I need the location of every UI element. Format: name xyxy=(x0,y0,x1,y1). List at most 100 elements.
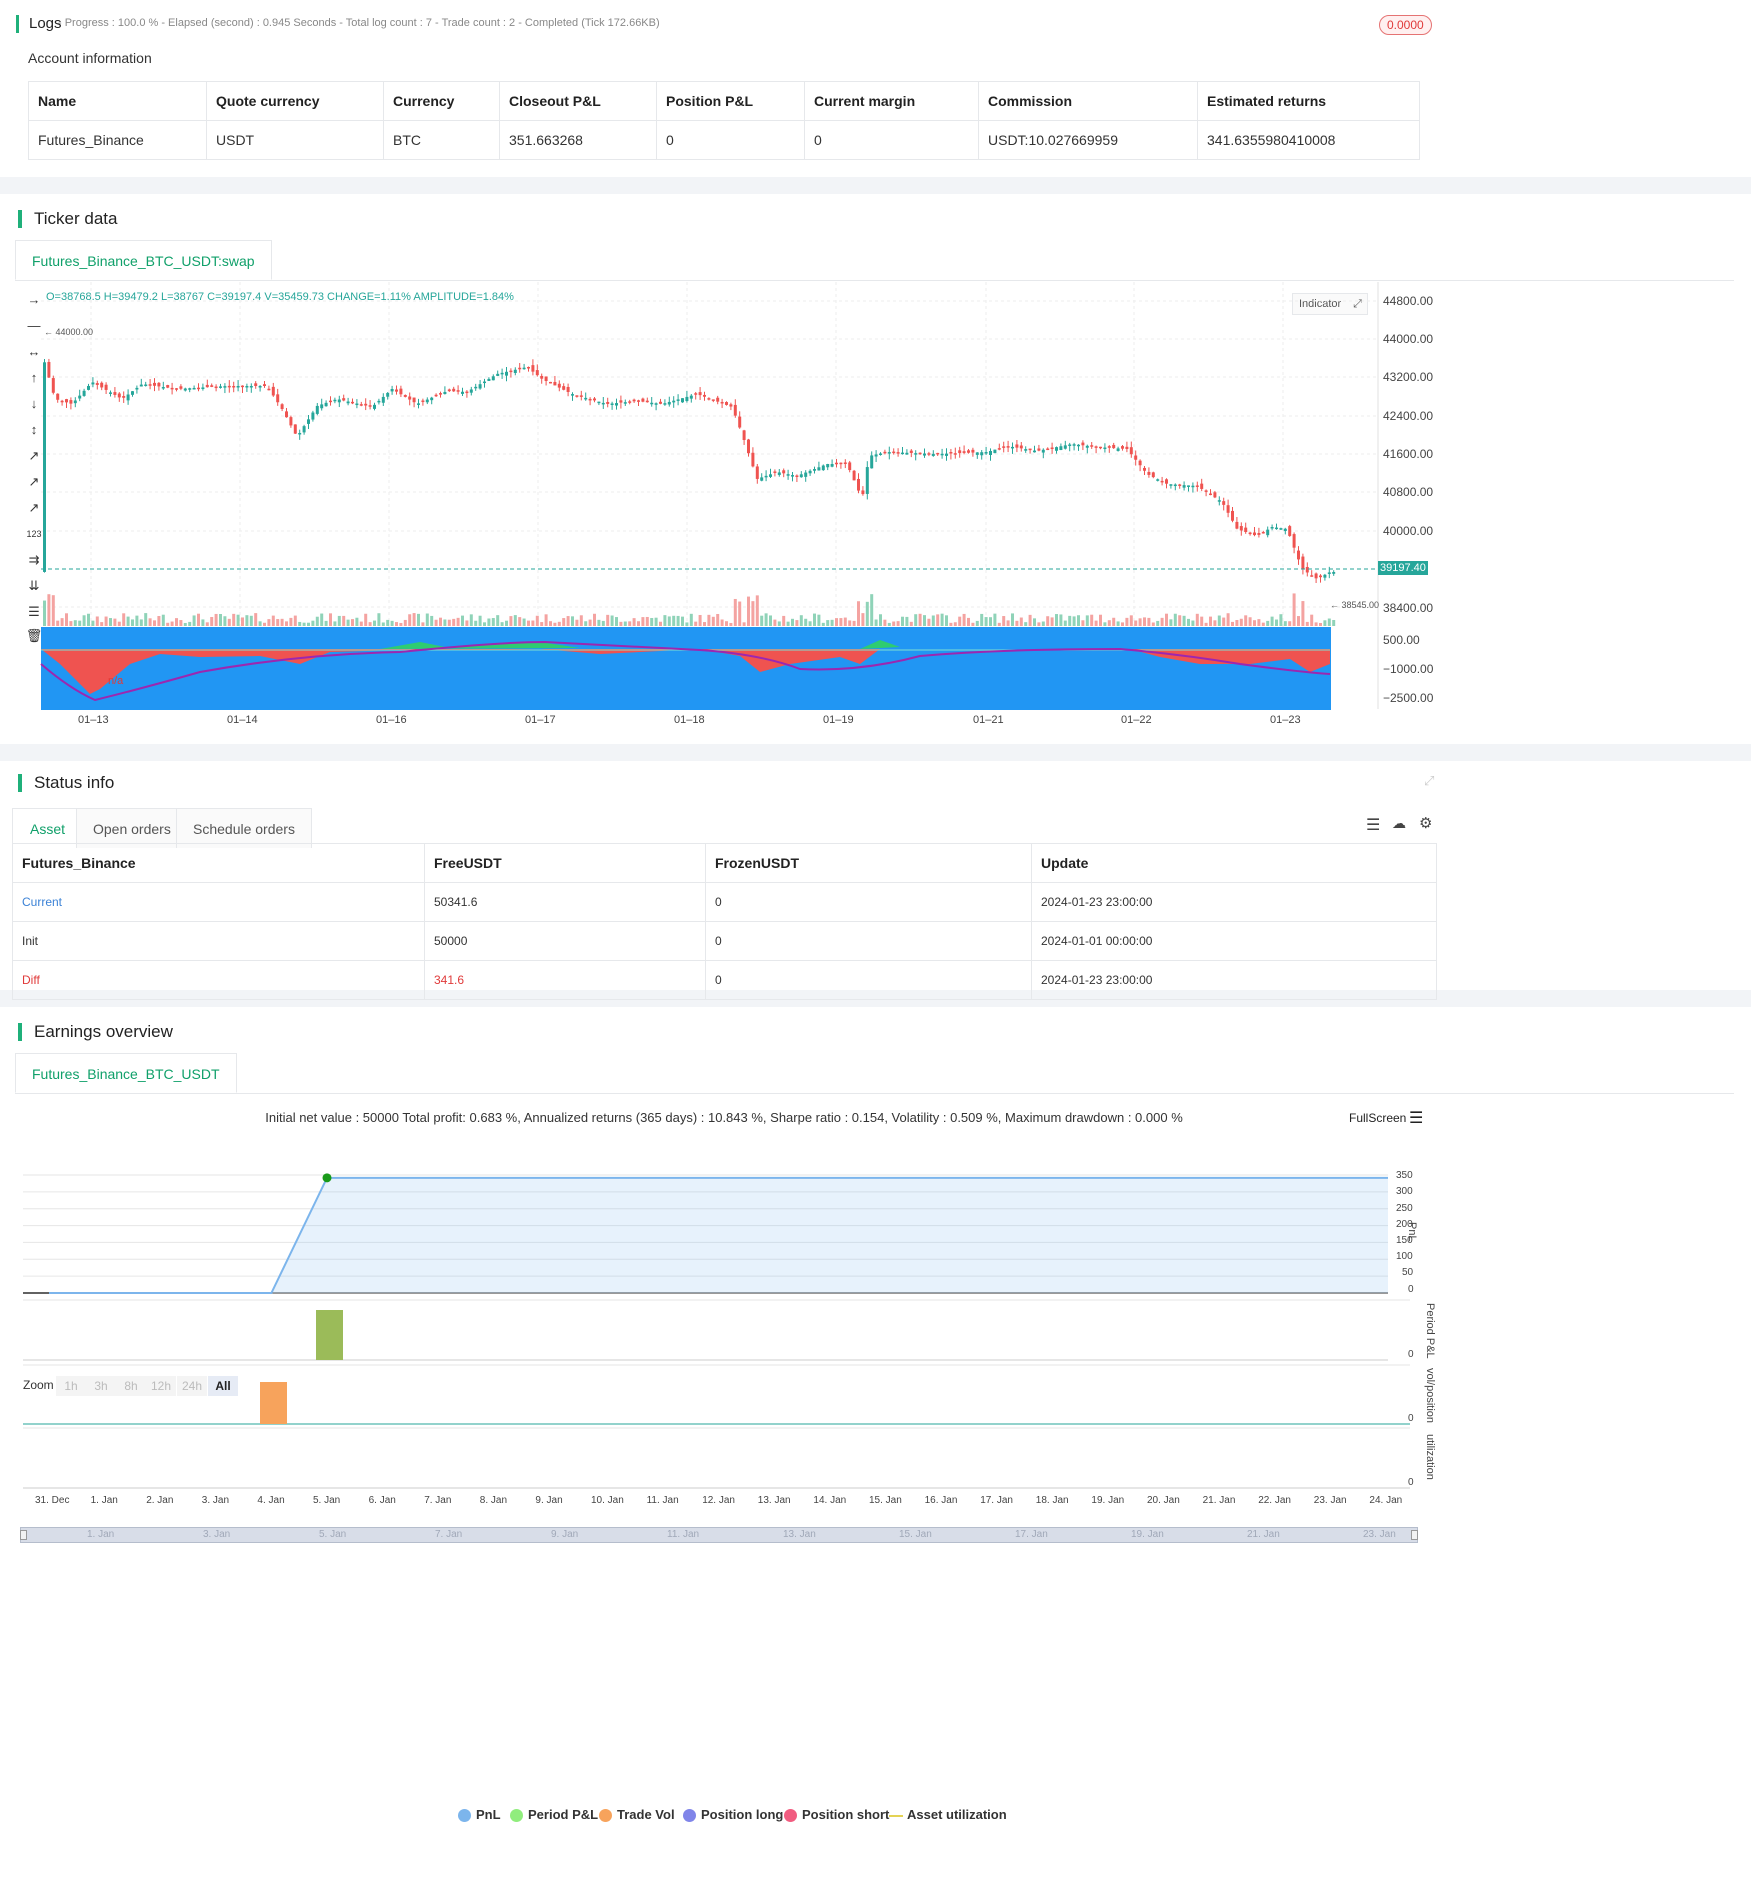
vertical-ray-icon[interactable]: ↓ xyxy=(30,396,38,411)
candle-body xyxy=(122,396,126,398)
collapse-icon[interactable]: ⤢ xyxy=(1424,773,1435,788)
candle-body xyxy=(1024,449,1028,451)
zoom-1h[interactable]: 1h xyxy=(56,1376,86,1396)
zoom-24h[interactable]: 24h xyxy=(177,1376,207,1396)
candle-body xyxy=(1305,566,1309,573)
volume-bar xyxy=(439,617,442,626)
volume-bar xyxy=(1257,619,1261,626)
horizontal-segment-icon[interactable]: ↔ xyxy=(27,344,41,359)
candle-body xyxy=(359,404,363,406)
price-tick: 40000.00 xyxy=(1383,524,1434,538)
fullscreen-button[interactable]: FullScreen ☰ xyxy=(1349,1110,1423,1127)
volume-bar xyxy=(1169,619,1173,626)
candle-body xyxy=(236,386,240,388)
candle-body xyxy=(953,453,957,455)
high-marker-value: 44000.00 xyxy=(55,327,94,337)
navigator-handle-left[interactable] xyxy=(20,1530,27,1540)
volume-bar xyxy=(364,613,368,626)
candle-body xyxy=(1050,447,1054,450)
horizontal-ray-icon[interactable]: — xyxy=(27,318,41,333)
volume-bar xyxy=(923,615,926,626)
volume-bar xyxy=(698,614,702,626)
indicator-button[interactable]: Indicator ⤢ xyxy=(1292,293,1368,315)
asset-row-label[interactable]: Current xyxy=(12,882,425,922)
earnings-symbol-tab[interactable]: Futures_Binance_BTC_USDT xyxy=(15,1053,237,1093)
legend-pnl-label: PnL xyxy=(476,1807,501,1822)
pnl-tick: 350 xyxy=(1396,1170,1413,1181)
candle-body xyxy=(923,453,926,456)
candle-body xyxy=(971,449,975,453)
volume-bar xyxy=(747,596,750,626)
earnings-chart[interactable] xyxy=(0,1160,1751,1560)
horizontal-line-icon[interactable]: → xyxy=(27,292,41,307)
legend-period-pnl[interactable]: Period P&L xyxy=(510,1807,598,1822)
volume-bar xyxy=(329,613,332,626)
legend-asset-utilization[interactable]: Asset utilization xyxy=(889,1807,1007,1822)
cloud-icon[interactable]: ☁ xyxy=(1392,815,1406,831)
legend-pnl[interactable]: PnL xyxy=(458,1807,501,1822)
volume-bar xyxy=(909,621,913,626)
volume-bar xyxy=(522,618,526,626)
tab-asset[interactable]: Asset xyxy=(12,808,84,848)
candlestick-chart[interactable] xyxy=(0,194,1751,744)
candle-body xyxy=(1081,442,1085,446)
navigator[interactable]: 1. Jan 3. Jan 5. Jan 7. Jan 9. Jan 11. Jan 13.… xyxy=(20,1527,1418,1543)
volume-bar xyxy=(1134,620,1138,626)
gear-icon[interactable]: ⚙ xyxy=(1419,815,1433,832)
volume-bar xyxy=(1112,617,1116,626)
fib-icon[interactable]: ⇊ xyxy=(28,578,40,593)
volume-bar xyxy=(377,613,381,626)
tab-open-orders[interactable]: Open orders xyxy=(76,808,188,848)
candle-body xyxy=(1270,527,1274,529)
volume-bar xyxy=(1248,617,1252,626)
candle-body xyxy=(1138,460,1142,466)
navigator-handle-right[interactable] xyxy=(1411,1530,1418,1540)
candle-body xyxy=(232,385,236,388)
candle-body xyxy=(1266,529,1270,536)
account-cell: BTC xyxy=(383,120,500,160)
vertical-segment-icon[interactable]: ↕ xyxy=(30,422,38,437)
volume-bar xyxy=(293,615,297,626)
volume-bar xyxy=(1151,622,1155,626)
volume-bar xyxy=(883,619,887,626)
candle-body xyxy=(694,393,698,395)
zoom-3h[interactable]: 3h xyxy=(86,1376,116,1396)
candle-body xyxy=(623,402,627,404)
candle-body xyxy=(346,401,350,404)
legend-position-long[interactable]: Position long xyxy=(683,1807,783,1822)
tab-schedule-orders[interactable]: Schedule orders xyxy=(176,808,312,848)
candle-body xyxy=(628,401,632,403)
legend-trade-vol[interactable]: Trade Vol xyxy=(599,1807,675,1822)
vertical-line-icon[interactable]: ↑ xyxy=(30,370,38,385)
parallel-channel-icon[interactable]: ⇉ xyxy=(28,552,40,567)
legend-position-short[interactable]: Position short xyxy=(784,1807,889,1822)
price-label-icon[interactable]: 123 xyxy=(26,529,42,539)
volume-bar xyxy=(870,594,874,626)
candle-body xyxy=(1226,505,1230,513)
candle-body xyxy=(285,411,288,418)
zoom-12h[interactable]: 12h xyxy=(146,1376,176,1396)
ray-line-icon[interactable]: ↗ xyxy=(28,474,40,489)
volume-bar xyxy=(1063,620,1067,626)
ticker-symbol-tab[interactable]: Futures_Binance_BTC_USDT:swap xyxy=(15,240,272,280)
volume-bar xyxy=(654,617,658,626)
trend-line-icon[interactable]: ↗ xyxy=(28,448,40,463)
zoom-8h[interactable]: 8h xyxy=(116,1376,146,1396)
price-tick: 43200.00 xyxy=(1383,370,1434,384)
zoom-all[interactable]: All xyxy=(208,1376,238,1396)
volume-bar xyxy=(993,613,997,626)
asset-header: FrozenUSDT xyxy=(705,843,1032,883)
trash-icon[interactable]: 🗑 xyxy=(25,628,43,643)
volume-bar xyxy=(1235,619,1239,626)
earnings-date-tick: 13. Jan xyxy=(757,1495,791,1506)
volume-bar xyxy=(175,618,178,626)
earnings-date-tick: 6. Jan xyxy=(368,1495,396,1506)
ruler-icon[interactable]: ☰ xyxy=(28,604,40,619)
volume-bar xyxy=(1191,620,1195,626)
volume-bar xyxy=(742,622,746,626)
candle-body xyxy=(227,385,231,388)
segment-line-icon[interactable]: ↗ xyxy=(28,500,40,515)
volume-bar xyxy=(1103,622,1107,626)
account-title: Account information xyxy=(28,50,152,66)
list-icon[interactable]: ☰ xyxy=(1366,817,1381,834)
